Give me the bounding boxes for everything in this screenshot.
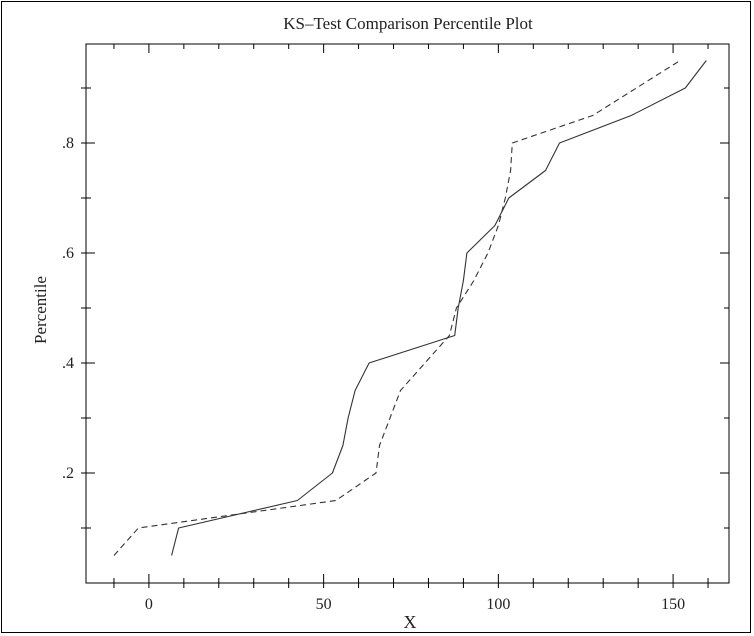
x-tick-label: 150 bbox=[661, 596, 685, 613]
plot-area bbox=[85, 43, 730, 584]
series-layer bbox=[113, 60, 707, 556]
solid-series-line bbox=[171, 60, 707, 556]
y-tick-label: .6 bbox=[62, 245, 74, 262]
x-tick-label: 50 bbox=[316, 596, 332, 613]
y-tick-label: .2 bbox=[62, 465, 74, 482]
dashed-series-line bbox=[113, 60, 681, 556]
x-tick-label: 100 bbox=[486, 596, 510, 613]
y-axis-label: Percentile bbox=[31, 276, 50, 344]
axes-layer: 0 50 100 150 .2 .4 .6 .8 bbox=[62, 44, 729, 613]
y-tick-label: .4 bbox=[62, 355, 74, 372]
chart-title: KS–Test Comparison Percentile Plot bbox=[283, 14, 533, 33]
y-tick-label: .8 bbox=[62, 135, 74, 152]
x-axis-label: X bbox=[404, 612, 417, 632]
x-tick-label: 0 bbox=[145, 596, 153, 613]
